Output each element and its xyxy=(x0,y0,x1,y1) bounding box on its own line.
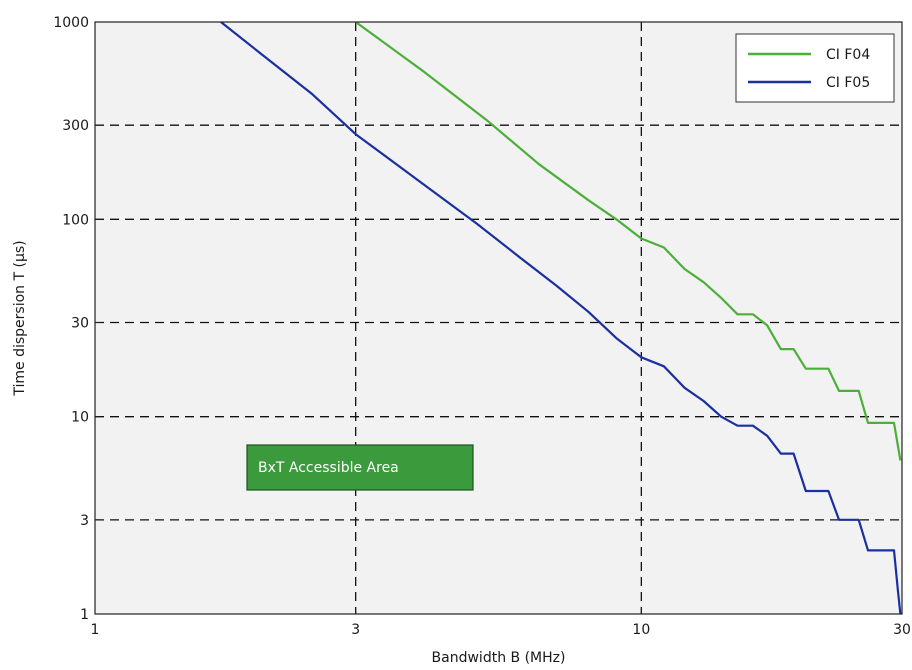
accessible-area-rect xyxy=(246,444,474,491)
x-tick-label: 3 xyxy=(351,622,360,638)
y-tick-label: 300 xyxy=(62,118,89,134)
x-tick-label: 30 xyxy=(893,622,911,638)
y-tick-label: 1000 xyxy=(53,15,89,31)
y-tick-label: 30 xyxy=(71,316,89,332)
legend: CI F04 CI F05 xyxy=(735,33,895,103)
x-axis-label: Bandwidth B (MHz) xyxy=(432,650,566,666)
y-tick-labels: 1 3 10 30 100 300 1000 xyxy=(53,15,100,623)
y-tick-label: 3 xyxy=(80,513,89,529)
y-tick-label: 100 xyxy=(62,212,89,228)
series-line-ci-f05 xyxy=(220,22,902,614)
accessible-area-box: BxT Accessible Area xyxy=(246,444,474,491)
x-tick-labels: 1 3 10 30 xyxy=(91,609,911,638)
plot-area xyxy=(95,22,902,614)
y-tick-label: 1 xyxy=(80,607,89,623)
series-line-ci-f04 xyxy=(355,22,902,461)
plot-frame xyxy=(94,21,903,615)
x-tick-label: 1 xyxy=(91,622,100,638)
y-tick-label: 10 xyxy=(71,410,89,426)
x-tick-label: 10 xyxy=(632,622,650,638)
legend-label: CI F04 xyxy=(826,47,870,63)
series-layer xyxy=(220,22,902,614)
y-axis-label: Time dispersion T (µs) xyxy=(12,240,28,396)
grid-lines xyxy=(95,22,902,614)
legend-label: CI F05 xyxy=(826,75,870,91)
legend-box xyxy=(735,33,895,103)
accessible-area-label: BxT Accessible Area xyxy=(258,460,399,476)
